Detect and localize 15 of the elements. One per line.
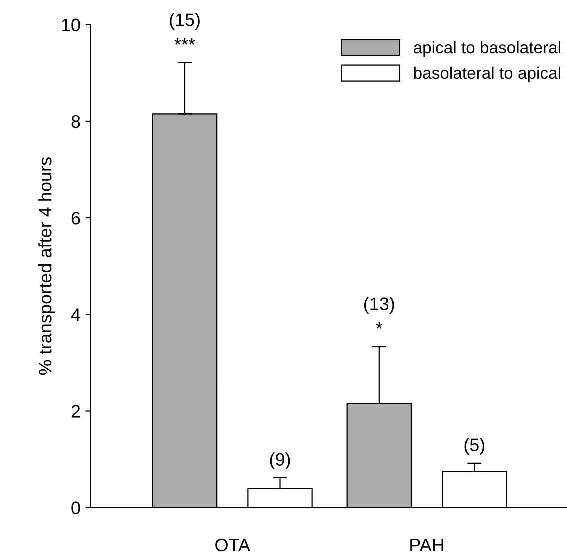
annotation: (15) ***	[170, 13, 200, 45]
y-tick-label: 2	[72, 405, 80, 418]
y-tick-label: 0	[72, 502, 80, 515]
y-tick-label: 4	[71, 308, 80, 322]
annotation: (5)	[464, 438, 485, 456]
x-tick-label: OTA	[216, 538, 250, 552]
legend-label: apical to basolateral	[414, 41, 560, 57]
legend-label: basolateral to apical	[414, 66, 560, 82]
annotation: (9)	[270, 452, 290, 470]
y-tick-label: 10	[62, 18, 80, 32]
y-axis-title: % transported after 4 hours	[38, 158, 56, 376]
y-tick-label: 6	[72, 212, 80, 225]
annotation: (13) *	[364, 297, 394, 329]
x-tick-label: PAH	[410, 539, 444, 552]
y-tick-label: 8	[72, 115, 80, 128]
